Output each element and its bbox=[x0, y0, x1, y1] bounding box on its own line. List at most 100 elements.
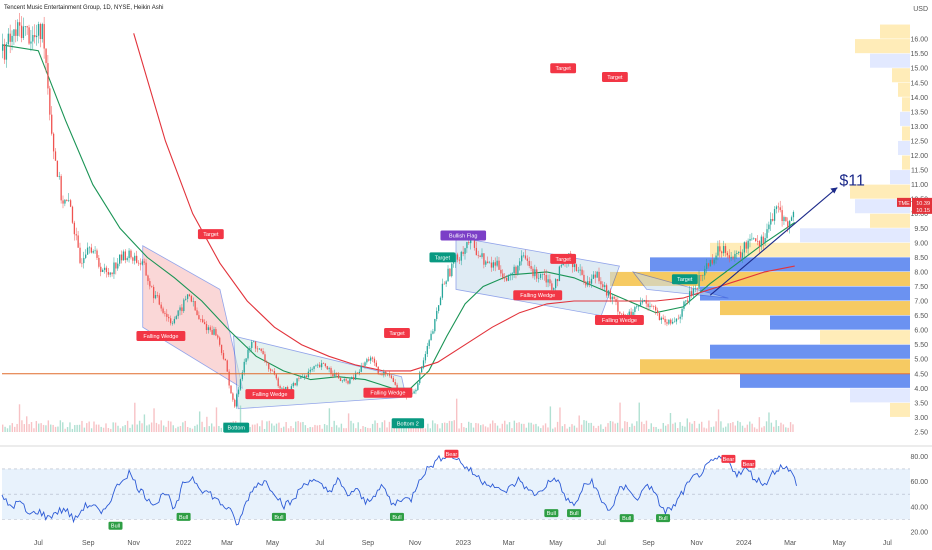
candle-body bbox=[447, 268, 449, 282]
volume-bar bbox=[215, 407, 218, 432]
volume-bar bbox=[708, 420, 710, 432]
candle-body bbox=[694, 287, 696, 289]
moving-average-line bbox=[133, 33, 795, 372]
volume-bar bbox=[367, 427, 369, 432]
volume-bar bbox=[35, 421, 38, 432]
volume-bar bbox=[554, 427, 556, 432]
volume-bar bbox=[499, 428, 501, 432]
volume-bar bbox=[758, 417, 761, 432]
volume-bar bbox=[734, 425, 737, 432]
volume-bar bbox=[138, 420, 141, 432]
volume-profile-bar bbox=[880, 24, 910, 39]
candle-body bbox=[655, 306, 657, 311]
rsi-signal-box bbox=[567, 509, 582, 518]
candle-body bbox=[194, 301, 196, 311]
volume-bar bbox=[203, 427, 206, 432]
candle-body bbox=[341, 380, 344, 382]
volume-bar bbox=[751, 423, 753, 432]
candle-body bbox=[196, 310, 198, 316]
candle-body bbox=[530, 266, 532, 269]
candle-body bbox=[634, 307, 636, 313]
annotation-label: Target bbox=[555, 257, 571, 263]
candle-body bbox=[502, 273, 504, 278]
volume-bar bbox=[542, 425, 544, 432]
candle-body bbox=[764, 237, 766, 243]
candle-body bbox=[675, 318, 678, 322]
volume-bar bbox=[785, 427, 787, 432]
candle-body bbox=[785, 217, 787, 222]
annotation-box bbox=[550, 253, 577, 264]
candle-body bbox=[488, 262, 491, 264]
candle-body bbox=[617, 301, 619, 312]
projection-arrowhead bbox=[830, 187, 838, 194]
candle-body bbox=[554, 279, 557, 289]
annotation: Falling Wedge bbox=[594, 314, 644, 325]
volume-bar bbox=[443, 422, 446, 432]
candle-body bbox=[271, 370, 274, 372]
candle-body bbox=[51, 114, 53, 134]
price-marker-box bbox=[912, 204, 932, 214]
candle-body bbox=[379, 374, 381, 375]
volume-bar bbox=[50, 424, 52, 432]
candle-body bbox=[292, 383, 294, 387]
volume-bar bbox=[314, 424, 316, 432]
candle-body bbox=[237, 389, 240, 395]
volume-bar bbox=[463, 427, 465, 432]
volume-bar bbox=[508, 422, 511, 432]
price-tick-label: 2.50 bbox=[914, 430, 928, 437]
volume-bar bbox=[33, 428, 35, 432]
volume-bar bbox=[259, 426, 261, 432]
candle-body bbox=[186, 294, 189, 299]
candle-body bbox=[119, 254, 121, 264]
volume-bar bbox=[30, 422, 33, 432]
candle-body bbox=[747, 240, 749, 249]
candle-body bbox=[39, 23, 42, 40]
volume-bar bbox=[494, 423, 496, 432]
volume-profile-bar bbox=[898, 140, 910, 156]
candle-body bbox=[207, 327, 210, 331]
candle-body bbox=[443, 283, 445, 285]
annotation: Falling Wedge bbox=[136, 330, 186, 341]
volume-profile-bar bbox=[820, 330, 910, 345]
candle-body bbox=[770, 218, 772, 225]
candle-body bbox=[109, 272, 111, 275]
candle-body bbox=[583, 274, 585, 282]
volume-bar bbox=[158, 424, 160, 432]
candle-body bbox=[94, 250, 96, 252]
annotation-box bbox=[440, 230, 487, 241]
volume-bar bbox=[650, 423, 652, 432]
volume-bar bbox=[480, 425, 482, 432]
time-tick-label: 2023 bbox=[455, 540, 471, 547]
volume-bar bbox=[722, 427, 725, 432]
volume-bar bbox=[307, 428, 309, 432]
candle-body bbox=[141, 261, 143, 265]
volume-bar bbox=[561, 426, 564, 432]
candle-body bbox=[86, 247, 89, 255]
candle-body bbox=[630, 311, 632, 316]
rsi-tick-label: 80.00 bbox=[910, 454, 928, 461]
candle-body bbox=[451, 263, 453, 277]
candle-body bbox=[303, 375, 306, 378]
candle-body bbox=[373, 358, 376, 363]
candle-body bbox=[392, 378, 394, 383]
annotation: Target bbox=[429, 252, 456, 263]
candle-body bbox=[611, 296, 613, 300]
volume-bar bbox=[446, 423, 448, 432]
candle-body bbox=[96, 250, 98, 258]
candle-body bbox=[270, 369, 272, 371]
annotation-box bbox=[245, 389, 295, 400]
candle-body bbox=[166, 313, 168, 317]
candle-body bbox=[492, 262, 495, 268]
volume-bar bbox=[489, 423, 492, 432]
candle-body bbox=[330, 368, 332, 374]
volume-bar bbox=[110, 428, 112, 432]
volume-bar bbox=[256, 423, 259, 432]
volume-bar bbox=[672, 423, 674, 432]
candle-body bbox=[528, 260, 530, 267]
candle-body bbox=[613, 296, 615, 299]
volume-bar bbox=[628, 426, 631, 432]
volume-bar bbox=[619, 402, 621, 432]
candle-body bbox=[219, 337, 221, 345]
candle-body bbox=[585, 281, 587, 286]
volume-bar bbox=[744, 427, 746, 432]
